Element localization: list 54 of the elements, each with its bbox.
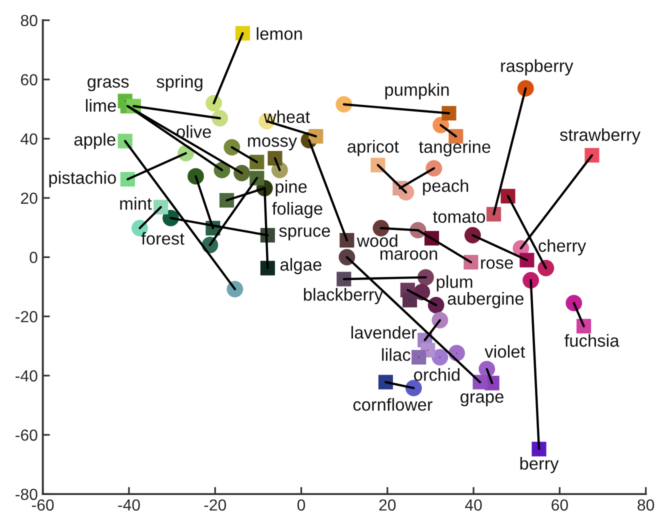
annotation: wheat <box>264 110 310 123</box>
x-tick-label: -60 <box>32 499 54 511</box>
annotation: cherry <box>538 239 586 256</box>
annotation: tomato <box>432 211 486 223</box>
y-tick-label: 60 <box>21 74 38 86</box>
annotation: olive <box>176 125 211 138</box>
y-tick-label: 40 <box>20 133 38 145</box>
annotation: raspberry <box>501 59 574 76</box>
annotation: berry <box>520 456 559 474</box>
annotation: grape <box>460 393 504 406</box>
annotation: pistachio <box>49 171 116 188</box>
y-tick-label: -20 <box>16 311 38 322</box>
annotation: grass <box>88 78 129 92</box>
annotation: algae <box>280 258 322 274</box>
annotation: aubergine <box>448 292 524 308</box>
y-tick-label: -60 <box>16 429 38 441</box>
annotation: cornflower <box>353 398 432 411</box>
y-tick-label: 0 <box>30 252 38 264</box>
annotation: lavender <box>351 326 417 339</box>
annotation: rose <box>481 259 513 269</box>
annotation: pine <box>276 180 307 196</box>
annotation: lemon <box>256 27 302 40</box>
x-tick-label: 20 <box>379 499 396 511</box>
y-tick-label: -40 <box>16 370 38 382</box>
annotation: forest <box>141 232 184 245</box>
annotation: apple <box>74 132 116 150</box>
annotation: wood <box>356 234 398 247</box>
annotation: apricot <box>348 140 399 156</box>
annotation: violet <box>484 345 526 358</box>
annotation: pumpkin <box>385 83 449 100</box>
y-tick-label: -80 <box>16 488 38 500</box>
x-tick-label: 80 <box>638 499 654 511</box>
annotation: spring <box>156 75 202 92</box>
annotation: orchid <box>414 368 460 381</box>
x-tick-label: -20 <box>204 499 226 511</box>
annotation: mossy <box>248 137 298 150</box>
annotation: foliage <box>272 202 322 218</box>
annotation: peach <box>423 179 468 196</box>
annotation: maroon <box>380 250 438 260</box>
x-tick-label: -40 <box>118 499 140 511</box>
x-tick-label: 40 <box>465 499 482 511</box>
y-tick-label: 80 <box>20 14 38 26</box>
annotation: lime <box>86 99 116 112</box>
annotation: fuchsia <box>564 334 620 347</box>
annotation: spruce <box>279 227 330 240</box>
annotation: plum <box>436 275 472 292</box>
annotation: strawberry <box>560 128 640 144</box>
x-tick-label: 60 <box>552 499 568 511</box>
y-tick-label: 20 <box>21 192 38 204</box>
annotation: mint <box>120 197 152 210</box>
annotation: tangerine <box>418 140 490 156</box>
x-tick-label: 0 <box>297 499 306 511</box>
annotation: lilac <box>382 348 410 361</box>
annotation: blackberry <box>304 288 383 304</box>
